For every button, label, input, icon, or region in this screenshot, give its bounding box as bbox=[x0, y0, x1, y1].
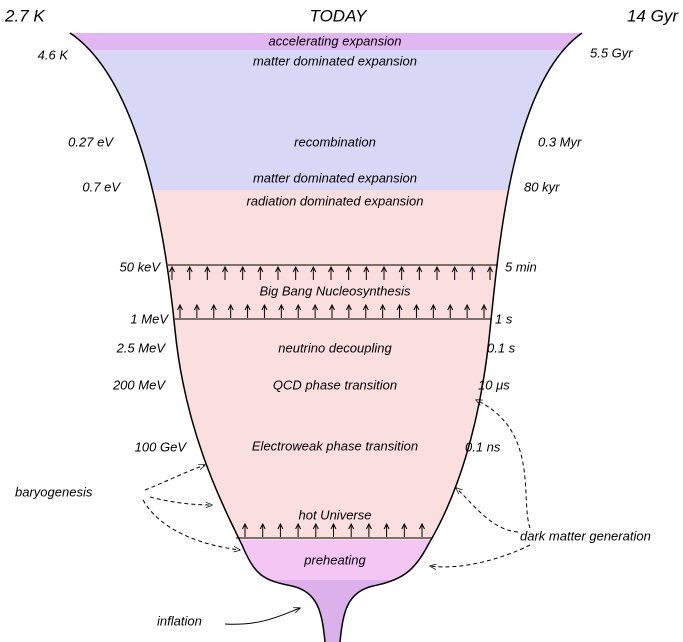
inflation-arrow bbox=[225, 608, 300, 624]
left-label: 1 MeV bbox=[130, 311, 169, 326]
era-label: radiation dominated expansion bbox=[246, 193, 423, 208]
era-label: QCD phase transition bbox=[273, 377, 397, 392]
right-label: 5 min bbox=[505, 259, 537, 274]
left-label: 50 keV bbox=[120, 259, 162, 274]
right-label: 1 s bbox=[495, 311, 513, 326]
universe-history-diagram: 2.7 K TODAY 14 Gyr 4.6 K 0.27 eV 0.7 eV … bbox=[0, 0, 683, 642]
left-label: 100 GeV bbox=[135, 439, 188, 454]
right-label: 0.3 Myr bbox=[538, 134, 582, 149]
funnel-fill bbox=[0, 30, 683, 642]
era-label: neutrino decoupling bbox=[278, 340, 392, 355]
left-label: 2.5 MeV bbox=[116, 340, 167, 355]
header-left: 2.7 K bbox=[4, 6, 45, 25]
era-label: matter dominated expansion bbox=[253, 53, 417, 68]
annotation: dark matter generation bbox=[520, 528, 651, 543]
era-label: recombination bbox=[294, 134, 376, 149]
annotation: baryogenesis bbox=[15, 484, 93, 499]
annotation: inflation bbox=[157, 613, 202, 628]
era-label: hot Universe bbox=[299, 507, 372, 522]
left-label: 200 MeV bbox=[112, 377, 166, 392]
right-label: 80 kyr bbox=[524, 179, 560, 194]
era-label: matter dominated expansion bbox=[253, 170, 417, 185]
header-center: TODAY bbox=[310, 6, 369, 25]
right-label: 0.1 ns bbox=[465, 439, 501, 454]
right-label: 5.5 Gyr bbox=[590, 45, 633, 60]
era-label: preheating bbox=[303, 552, 366, 567]
left-label: 0.7 eV bbox=[82, 179, 121, 194]
left-label: 0.27 eV bbox=[68, 134, 114, 149]
header-right: 14 Gyr bbox=[627, 6, 679, 25]
right-label: 0.1 s bbox=[487, 340, 516, 355]
era-label: Electroweak phase transition bbox=[252, 438, 418, 453]
left-label: 4.6 K bbox=[38, 47, 70, 62]
era-label: accelerating expansion bbox=[269, 33, 402, 48]
era-label: Big Bang Nucleosynthesis bbox=[259, 283, 411, 298]
right-label: 10 μs bbox=[478, 377, 510, 392]
